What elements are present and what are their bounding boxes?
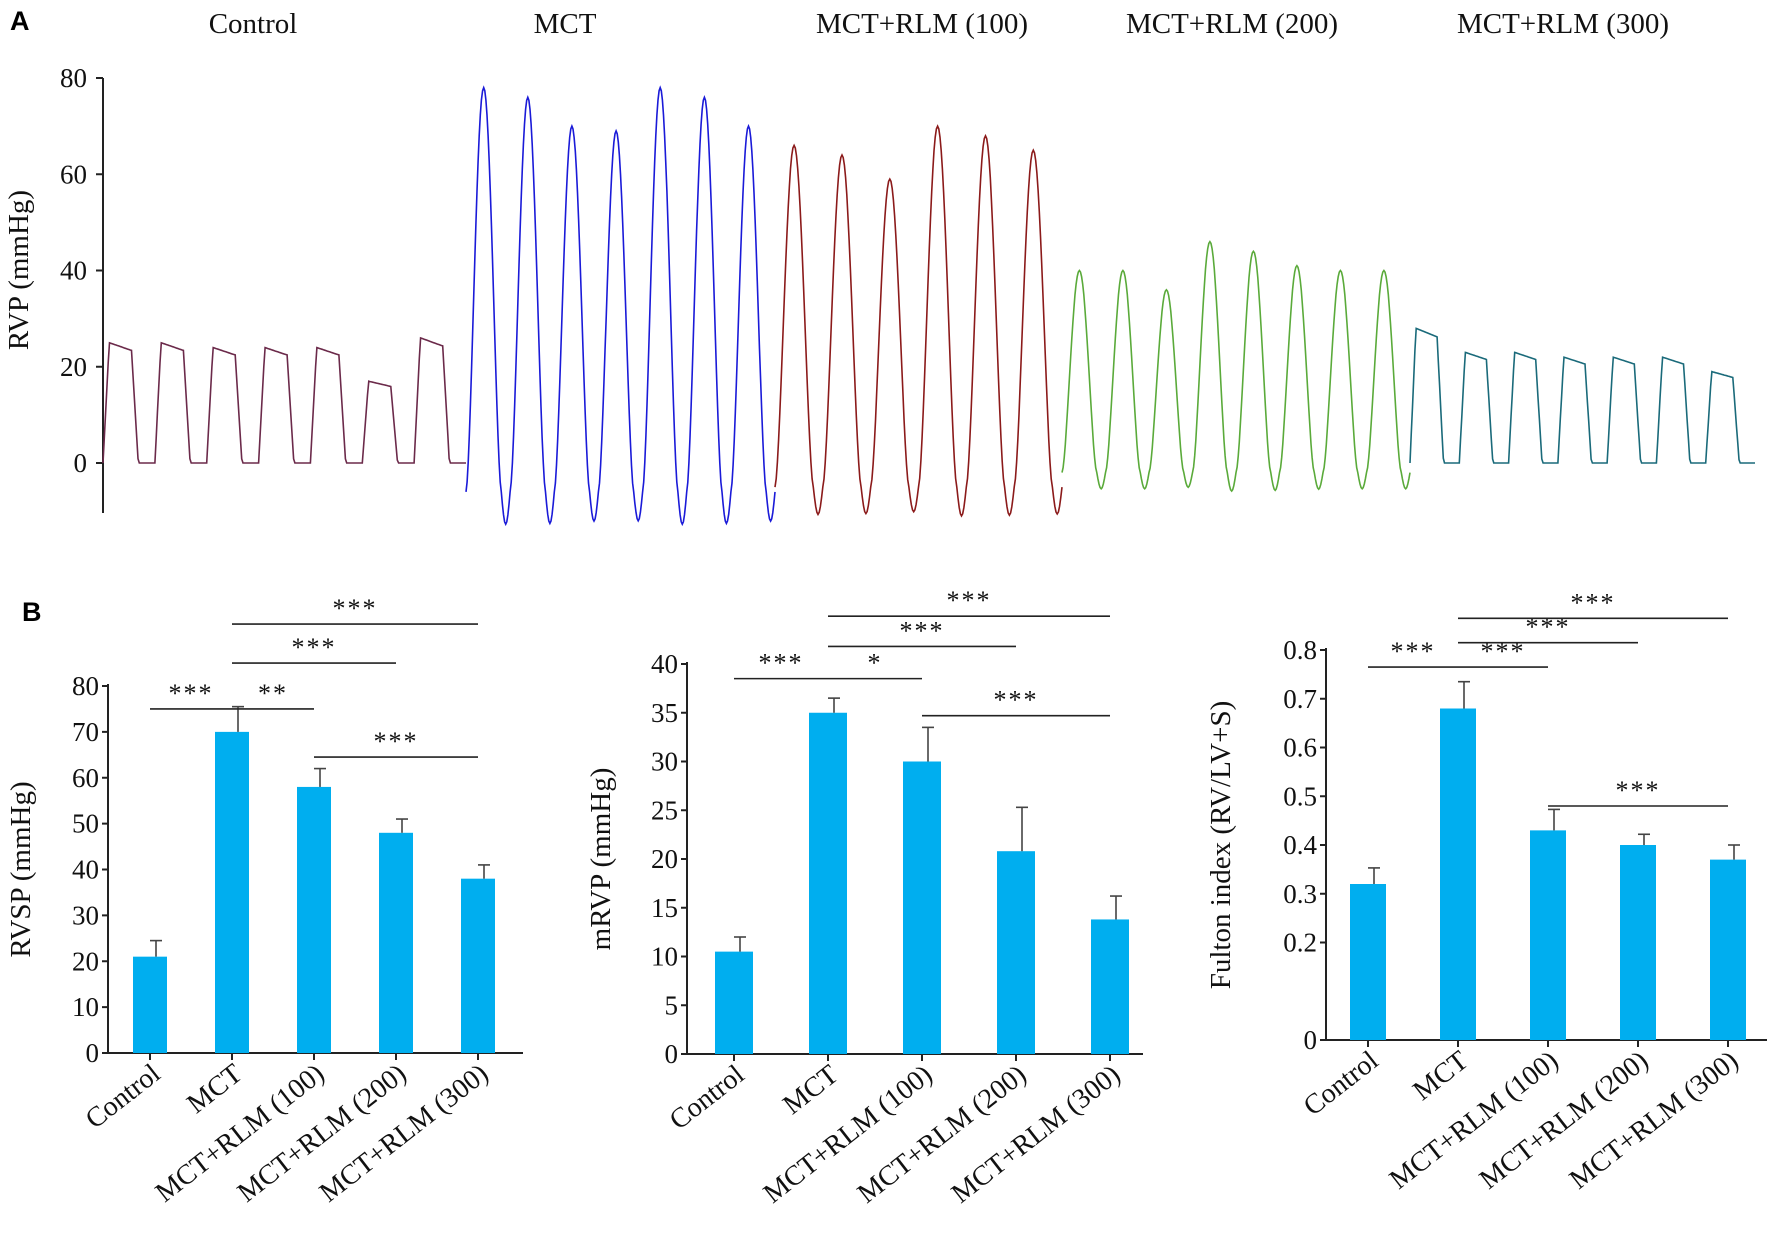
rvp-y-tick-label: 20	[60, 352, 87, 382]
mrvp-significance-label: *	[868, 649, 883, 678]
rvsp-x-tick-label: MCT	[181, 1058, 248, 1120]
mrvp-y-tick-label: 15	[651, 893, 678, 923]
mrvp-y-axis-label: mRVP (mmHg)	[585, 768, 617, 951]
fulton-y-tick-label: 0.8	[1283, 635, 1317, 665]
rvsp-bar	[379, 832, 413, 1053]
rvsp-x-tick-label: Control	[80, 1058, 167, 1135]
mrvp-x-tick-label: MCT	[777, 1059, 844, 1121]
fulton-y-tick-label: 0.2	[1283, 928, 1317, 958]
fulton-significance-label: ***	[1526, 613, 1571, 642]
fulton-x-tick-label: Control	[1298, 1045, 1385, 1122]
group-label-mct: MCT	[534, 8, 597, 40]
panel-b-letter: B	[22, 597, 42, 627]
rvsp-y-tick-label: 80	[72, 671, 99, 701]
rvp-trace-1	[102, 336, 466, 464]
fulton-bar	[1710, 859, 1746, 1040]
panel-a-letter: A	[10, 6, 30, 36]
mrvp-x-tick-label: MCT+RLM (200)	[852, 1059, 1032, 1210]
mrvp-y-tick-label: 30	[651, 747, 678, 777]
fulton-y-tick-label: 0.5	[1283, 781, 1317, 811]
mrvp-significance-label: ***	[759, 649, 804, 678]
rvsp-y-tick-label: 50	[72, 809, 99, 839]
rvsp-bar	[215, 731, 249, 1053]
mrvp-significance-label: ***	[994, 686, 1039, 715]
rvsp-significance-label: ***	[333, 594, 378, 623]
rvsp-bar	[297, 786, 331, 1053]
mrvp-y-tick-label: 35	[651, 698, 678, 728]
rvp-y-tick-label: 0	[74, 448, 88, 478]
mrvp-bar	[1091, 919, 1129, 1054]
fulton-bar	[1440, 708, 1476, 1040]
group-label-rlm200: MCT+RLM (200)	[1126, 8, 1338, 40]
mrvp-significance-label: ***	[900, 616, 945, 645]
group-label-rlm100: MCT+RLM (100)	[816, 8, 1028, 40]
mrvp-bar	[715, 951, 753, 1054]
rvp-trace-5	[1409, 327, 1755, 464]
rvsp-y-tick-label: 10	[72, 992, 99, 1022]
rvp-trace-3	[774, 124, 1063, 518]
rvp-trace-2	[465, 85, 776, 527]
mrvp-y-tick-label: 5	[665, 990, 679, 1020]
mrvp-significance-label: ***	[947, 586, 992, 615]
mrvp-x-tick-label: MCT+RLM (300)	[946, 1059, 1126, 1210]
rvsp-significance-label: **	[258, 679, 288, 708]
fulton-y-tick-label: 0.4	[1283, 830, 1317, 860]
fulton-y-axis-label: Fulton index (RV/LV+S)	[1205, 701, 1237, 990]
rvsp-y-axis-label: RVSP (mmHg)	[5, 781, 37, 957]
rvsp-y-tick-label: 40	[72, 855, 99, 885]
fulton-significance-label: ***	[1481, 637, 1526, 666]
fulton-bar	[1530, 830, 1566, 1040]
fulton-x-tick-label: MCT	[1407, 1045, 1474, 1107]
panel-a-group-labels: Control MCT MCT+RLM (100) MCT+RLM (200) …	[209, 8, 1669, 40]
rvp-y-axis-label: RVP (mmHg)	[3, 190, 35, 350]
rvsp-y-tick-label: 20	[72, 946, 99, 976]
group-label-control: Control	[209, 8, 298, 40]
rvp-y-tick-label: 40	[60, 256, 87, 286]
mrvp-bar	[997, 851, 1035, 1054]
mrvp-y-tick-label: 10	[651, 942, 678, 972]
rvsp-bar	[461, 878, 495, 1053]
fulton-y-tick-label: 0	[1304, 1025, 1318, 1055]
fulton-y-tick-label: 0.6	[1283, 733, 1317, 763]
fulton-significance-label: ***	[1571, 588, 1616, 617]
mrvp-x-tick-label: MCT+RLM (100)	[758, 1059, 938, 1210]
rvsp-y-tick-label: 30	[72, 900, 99, 930]
rvp-y-tick-label: 80	[60, 63, 87, 93]
fulton-bar	[1620, 845, 1656, 1040]
fulton-bar	[1350, 884, 1386, 1040]
group-label-rlm300: MCT+RLM (300)	[1457, 8, 1669, 40]
rvsp-y-tick-label: 60	[72, 763, 99, 793]
fulton-x-tick-label: MCT+RLM (300)	[1564, 1045, 1744, 1196]
rvsp-significance-label: ***	[374, 727, 419, 756]
mrvp-y-tick-label: 25	[651, 795, 678, 825]
mrvp-y-tick-label: 20	[651, 844, 678, 874]
rvp-trace-4	[1061, 240, 1411, 493]
fulton-index-bar-chart: 0 0.2 0.3 0.4 0.5 0.6 0.7 0.8 Fulton index (RV/L…	[1205, 588, 1767, 1196]
rvsp-significance-label: ***	[169, 679, 214, 708]
rvp-y-tick-label: 60	[60, 159, 87, 189]
rvp-trace-chart: 0 20 40 60 80 RVP (mmHg)	[3, 63, 1755, 527]
fulton-y-tick-label: 0.7	[1283, 684, 1317, 714]
mrvp-x-tick-label: Control	[664, 1059, 751, 1136]
mrvp-bar	[809, 712, 847, 1054]
rvsp-y-tick-label: 70	[72, 717, 99, 747]
fulton-significance-label: ***	[1616, 776, 1661, 805]
mrvp-bar	[903, 761, 941, 1054]
mrvp-y-tick-label: 0	[665, 1039, 679, 1069]
fulton-y-tick-label: 0.3	[1283, 879, 1317, 909]
rvsp-significance-label: ***	[292, 633, 337, 662]
rvsp-y-tick-label: 0	[86, 1038, 100, 1068]
rvsp-bar	[133, 956, 167, 1053]
mrvp-y-tick-label: 40	[651, 649, 678, 679]
fulton-significance-label: ***	[1391, 637, 1436, 666]
